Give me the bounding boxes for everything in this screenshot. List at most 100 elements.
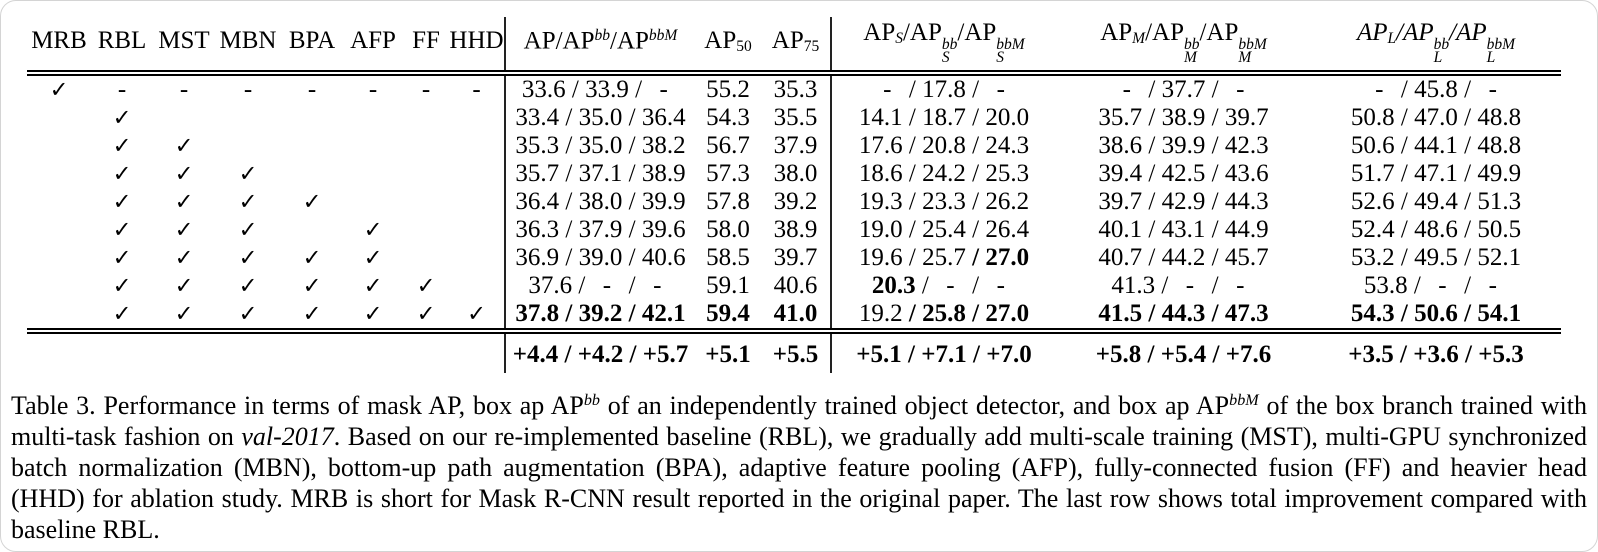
check-cell: ✓ bbox=[153, 132, 215, 160]
check-cell: ✓ bbox=[343, 216, 403, 244]
checkmark-icon: ✓ bbox=[416, 272, 436, 299]
empty-cell bbox=[27, 300, 91, 331]
col-header-rbl: RBL bbox=[91, 17, 153, 76]
value-cell-apm: 39.4 / 42.5 / 43.6 bbox=[1098, 159, 1269, 187]
check-cell: ✓ bbox=[215, 300, 281, 331]
empty-cell bbox=[403, 132, 449, 160]
empty-cell bbox=[449, 216, 505, 244]
check-cell: ✓ bbox=[449, 300, 505, 331]
check-cell: ✓ bbox=[91, 272, 153, 300]
table-row: ✓ ✓ ✓ ✓ ✓ 36.9 / 39.0 / 40.6 58.5 39.7 19.6 / 25… bbox=[27, 243, 1561, 272]
table-caption: Table 3. Performance in terms of mask AP… bbox=[11, 390, 1587, 544]
summary-row: +4.4 / +4.2 / +5.7 +5.1 +5.5 +5.1 / +7.1 / … bbox=[27, 327, 1561, 373]
checkmark-icon: ✓ bbox=[112, 188, 132, 215]
dash-cell: - bbox=[307, 75, 317, 103]
value-cell-ap: 35.3 / 35.0 / 38.2 bbox=[504, 131, 695, 160]
value-cell-ap: 36.4 / 38.0 / 39.9 bbox=[504, 187, 695, 216]
dash-cell: - bbox=[421, 75, 431, 103]
empty-cell bbox=[449, 188, 505, 216]
value-cell-apl: - / 45.8 / - bbox=[1375, 75, 1497, 103]
check-cell: ✓ bbox=[215, 188, 281, 216]
check-cell: ✓ bbox=[153, 272, 215, 300]
checkmark-icon: ✓ bbox=[174, 188, 194, 215]
checkmark-icon: ✓ bbox=[363, 244, 383, 271]
value-cell-ap: 37.6 / - / - bbox=[504, 271, 695, 300]
value-cell-apl: 53.8 / - / - bbox=[1363, 271, 1497, 299]
value-cell-ap50: 58.5 bbox=[706, 243, 750, 271]
value-cell-aps: - / 17.8 / - bbox=[830, 72, 1056, 104]
checkmark-icon: ✓ bbox=[174, 300, 194, 327]
col-header-ff: FF bbox=[403, 17, 449, 76]
value-cell-apl: 54.3 / 50.6 / 54.1 bbox=[1350, 299, 1522, 327]
value-cell-ap50: 55.2 bbox=[706, 75, 750, 103]
col-header-apl: APL/AP bb L/AP bbM L bbox=[1311, 17, 1561, 76]
check-cell: ✓ bbox=[215, 272, 281, 300]
empty-cell bbox=[27, 104, 91, 132]
checkmark-icon: ✓ bbox=[238, 188, 258, 215]
check-cell: ✓ bbox=[343, 300, 403, 331]
value-cell-apl: 50.6 / 44.1 / 48.8 bbox=[1350, 131, 1522, 159]
empty-cell bbox=[449, 160, 505, 188]
check-cell: ✓ bbox=[91, 160, 153, 188]
checkmark-icon: ✓ bbox=[174, 216, 194, 243]
value-cell-aps: 17.6 / 20.8 / 24.3 bbox=[830, 131, 1056, 160]
value-cell-ap50: 57.8 bbox=[706, 187, 750, 215]
check-cell: ✓ bbox=[153, 188, 215, 216]
checkmark-icon: ✓ bbox=[363, 216, 383, 243]
checkmark-icon: ✓ bbox=[112, 216, 132, 243]
check-cell: ✓ bbox=[281, 300, 343, 331]
empty-cell bbox=[343, 132, 403, 160]
value-cell-ap75: 39.2 bbox=[773, 187, 818, 215]
value-cell-apl: 52.4 / 48.6 / 50.5 bbox=[1350, 215, 1522, 243]
empty-cell bbox=[27, 160, 91, 188]
col-header-apm: APM/AP bb M/AP bbM M bbox=[1056, 17, 1311, 76]
checkmark-icon: ✓ bbox=[302, 300, 322, 327]
dash-cell: - bbox=[472, 75, 481, 103]
empty-cell bbox=[27, 188, 91, 216]
col-header-afp: AFP bbox=[343, 17, 403, 76]
value-cell-ap50: 58.0 bbox=[706, 215, 750, 243]
empty-cell bbox=[449, 132, 505, 160]
value-cell-ap: 36.9 / 39.0 / 40.6 bbox=[504, 243, 695, 272]
value-cell-ap: 33.6 / 33.9 / - bbox=[504, 72, 695, 104]
value-cell-ap75: 35.3 bbox=[773, 75, 818, 103]
value-cell-apl: 51.7 / 47.1 / 49.9 bbox=[1350, 159, 1522, 187]
check-cell: ✓ bbox=[91, 216, 153, 244]
empty-cell bbox=[403, 216, 449, 244]
col-header-mrb: MRB bbox=[27, 17, 91, 76]
col-header-ap: AP/APbb/APbbM bbox=[504, 17, 695, 76]
value-cell-ap75: 37.9 bbox=[773, 131, 818, 159]
checkmark-icon: ✓ bbox=[302, 272, 322, 299]
checkmark-icon: ✓ bbox=[112, 104, 132, 131]
value-cell-apm: 35.7 / 38.9 / 39.7 bbox=[1098, 103, 1269, 131]
empty-cell bbox=[403, 244, 449, 272]
checkmark-icon: ✓ bbox=[174, 244, 194, 271]
col-header-ap50: AP50 bbox=[695, 17, 761, 76]
summary-cell-ap: +4.4 / +4.2 / +5.7 bbox=[504, 327, 695, 373]
checkmark-icon: ✓ bbox=[238, 272, 258, 299]
value-cell-apm: 39.7 / 42.9 / 44.3 bbox=[1098, 187, 1269, 215]
empty-cell bbox=[403, 104, 449, 132]
empty-cell bbox=[281, 104, 343, 132]
summary-cell-ap50: +5.1 bbox=[695, 327, 761, 373]
empty-cell bbox=[449, 244, 505, 272]
check-cell: ✓ bbox=[281, 272, 343, 300]
check-cell: ✓ bbox=[215, 216, 281, 244]
checkmark-icon: ✓ bbox=[238, 160, 258, 187]
checkmark-icon: ✓ bbox=[467, 300, 486, 327]
value-cell-ap50: 56.7 bbox=[706, 131, 750, 159]
value-cell-aps: 19.3 / 23.3 / 26.2 bbox=[830, 187, 1056, 216]
value-cell-aps: 19.0 / 25.4 / 26.4 bbox=[830, 215, 1056, 244]
check-cell: ✓ bbox=[403, 300, 449, 331]
empty-cell bbox=[27, 132, 91, 160]
value-cell-ap75: 40.6 bbox=[773, 271, 818, 299]
empty-cell bbox=[27, 244, 91, 272]
checkmark-icon: ✓ bbox=[302, 188, 322, 215]
check-cell: ✓ bbox=[281, 244, 343, 272]
col-header-hhd: HHD bbox=[449, 17, 505, 76]
check-cell: ✓ bbox=[215, 244, 281, 272]
checkmark-icon: ✓ bbox=[49, 76, 69, 103]
ablation-table: MRB RBL MST MBN BPA AFP FF HHD AP/APbb/APbbM AP50… bbox=[27, 17, 1561, 373]
table-row: ✓ ✓ 35.3 / 35.0 / 38.2 56.7 37.9 17.6 / 20.8 … bbox=[27, 131, 1561, 160]
